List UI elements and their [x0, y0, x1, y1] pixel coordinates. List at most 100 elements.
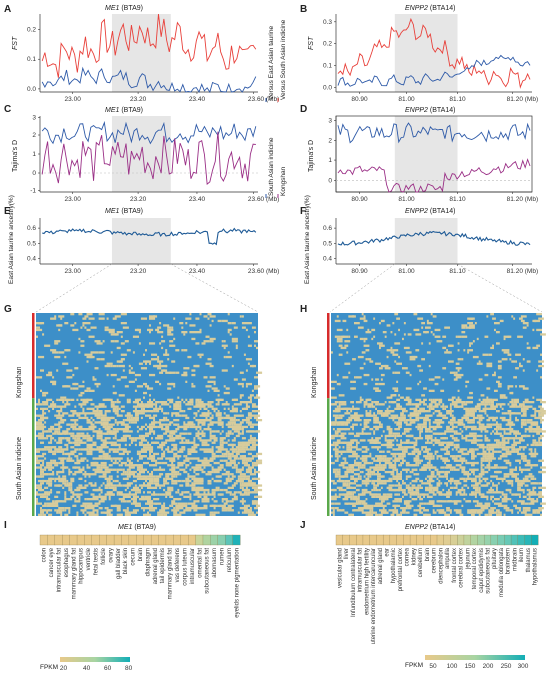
heatmap-H-cell: [436, 439, 441, 442]
heatmap-G-cell: [80, 457, 83, 460]
heatmap-H-cell: [334, 448, 337, 451]
heatmap-H-cell: [357, 326, 364, 329]
heatmap-G-cell: [44, 448, 47, 451]
heatmap-G-cell: [191, 441, 196, 444]
heatmap-H-cell: [501, 455, 508, 458]
heatmap-G-cell: [199, 421, 206, 424]
heatmap-G-cell: [128, 461, 133, 465]
heatmap-G-cell: [86, 473, 93, 476]
heatmap-G-cell: [112, 364, 117, 368]
heatmap-G-cell: [108, 455, 111, 458]
heatmap-G-cell: [96, 502, 101, 505]
heatmap-H-cell: [530, 428, 537, 431]
heatmap-H-cell: [361, 313, 364, 316]
heatmap-G-cell: [140, 507, 147, 510]
heatmap-H-cell: [363, 405, 366, 408]
heatmap-G-cell: [239, 473, 246, 476]
heatmap-H-cell: [407, 484, 410, 487]
heatmap-H-cell: [340, 434, 343, 438]
heatmap-G-cell: [102, 498, 105, 501]
heatmap-G-cell: [106, 509, 111, 512]
heatmap-H-cell: [415, 419, 418, 422]
heatmap-H-cell: [499, 319, 504, 323]
heatmap-H-cell: [338, 493, 345, 496]
heatmap-G-cell: [86, 466, 91, 469]
heatmap-G-cell: [191, 446, 194, 449]
heatmap-H-cell: [465, 477, 472, 480]
heatmap-H-cell: [379, 464, 381, 467]
heatmap-G-cell: [40, 437, 47, 440]
heatmap-H-cell: [471, 470, 475, 474]
heatmap-G-cell: [225, 401, 228, 404]
heatmap-H-cell: [402, 367, 408, 370]
heatmap-H-cell: [457, 455, 462, 458]
heatmap-H-cell: [344, 479, 351, 483]
heatmap-H-cell: [536, 443, 542, 447]
heatmap-G-cell: [193, 509, 198, 512]
heatmap-G-cell: [96, 446, 99, 449]
panel-A-xtick-label: 23.60 (Mb): [248, 96, 279, 103]
heatmap-G-cell: [211, 319, 214, 323]
expr-I-tissue-label: follicle: [101, 547, 107, 564]
heatmap-H-cell: [497, 491, 502, 494]
heatmap-H-cell: [421, 448, 424, 451]
heatmap-H-cell: [392, 509, 395, 512]
heatmap-G-cell: [167, 493, 172, 496]
heatmap-G-cell: [249, 437, 254, 440]
heatmap-H-cell: [497, 466, 500, 469]
heatmap-G-cell: [183, 459, 190, 462]
heatmap-H-cell: [519, 495, 521, 498]
heatmap-H-cell: [501, 419, 506, 422]
heatmap-G-cell: [92, 407, 95, 410]
heatmap-G-cell: [116, 398, 119, 401]
heatmap-H-cell: [367, 448, 370, 451]
heatmap-G-cell: [179, 322, 184, 325]
heatmap-H-cell: [486, 502, 491, 505]
heatmap-G-cell: [217, 446, 224, 449]
heatmap-H-cell: [382, 459, 387, 462]
heatmap-G-cell: [94, 470, 97, 474]
heatmap-H-cell: [417, 450, 422, 453]
heatmap-H-cell: [375, 464, 379, 467]
heatmap-G-cell: [217, 448, 222, 451]
heatmap-H-cell: [432, 333, 435, 336]
heatmap-H-cell: [530, 513, 533, 516]
heatmap-H-cell: [394, 407, 401, 410]
heatmap-H-cell: [526, 513, 529, 516]
heatmap-H-cell: [371, 457, 376, 460]
heatmap-H-cell: [357, 464, 360, 467]
heatmap-H-cell: [415, 493, 418, 496]
heatmap-G-cell: [80, 477, 83, 480]
heatmap-G-cell: [254, 437, 256, 440]
heatmap-G-cell: [98, 500, 105, 503]
heatmap-H-cell: [411, 468, 418, 471]
heatmap-H-cell: [494, 511, 498, 514]
heatmap-G-cell: [46, 461, 53, 465]
heatmap-H-cell: [425, 434, 427, 438]
heatmap-G-cell: [58, 351, 65, 354]
heatmap-H-cell: [363, 425, 370, 429]
heatmap-G-cell: [217, 430, 220, 433]
heatmap-G-cell: [229, 477, 234, 480]
heatmap-H-cell: [494, 328, 496, 332]
heatmap-H-cell: [400, 461, 404, 465]
expr-J-tissue-label: ampulla: [445, 547, 451, 569]
heatmap-H-cell: [511, 430, 516, 433]
heatmap-G-cell: [223, 416, 230, 420]
heatmap-G-cell: [54, 509, 57, 512]
expr-J-cell: [490, 534, 499, 546]
heatmap-G-cell: [38, 428, 45, 431]
heatmap-H-cell: [472, 455, 477, 458]
heatmap-H-cell: [538, 414, 544, 417]
heatmap-G-cell: [120, 342, 125, 345]
heatmap-H-cell: [490, 488, 493, 492]
heatmap-H-cell: [524, 459, 531, 462]
heatmap-G-cell: [145, 403, 152, 406]
heatmap-G-cell: [52, 452, 57, 456]
heatmap-G-cell: [215, 479, 218, 483]
heatmap-H-cell: [400, 434, 402, 438]
heatmap-H-cell: [336, 373, 339, 377]
expr-J-tissue-label: temporal cortex: [472, 548, 478, 589]
heatmap-G-cell: [128, 466, 135, 469]
heatmap-H-cell: [503, 412, 508, 415]
